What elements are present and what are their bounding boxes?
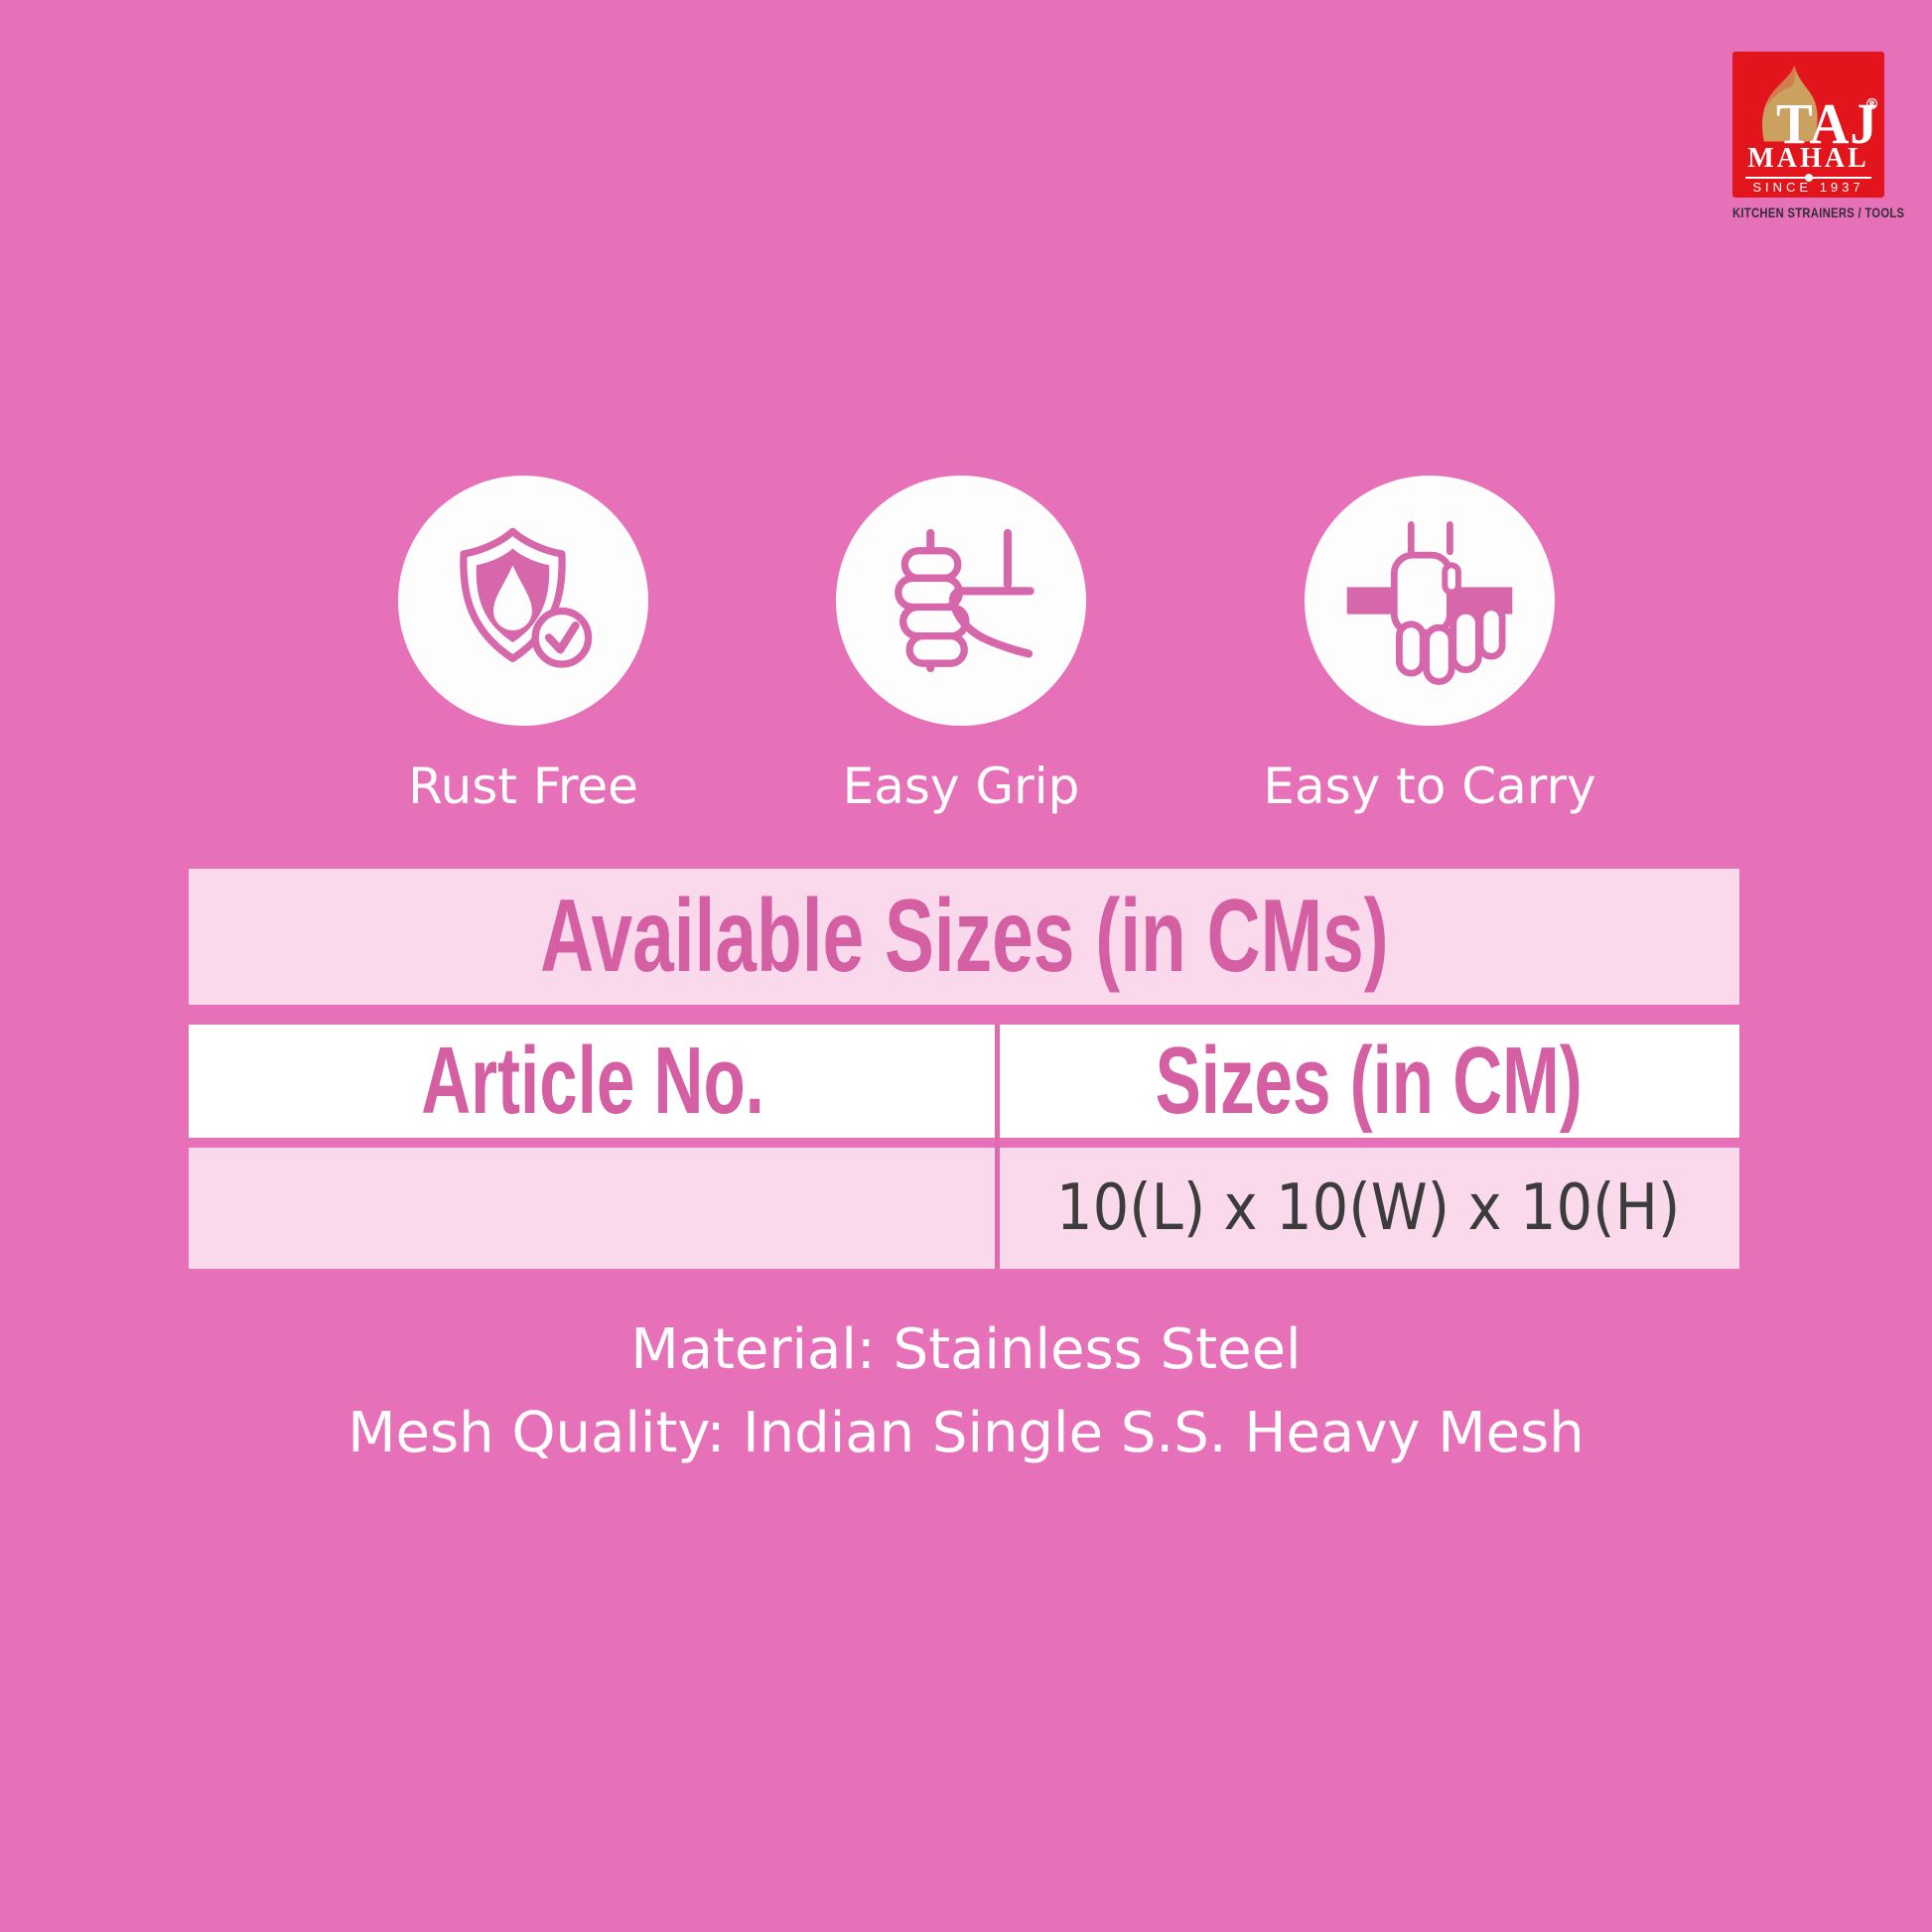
feature-easy-carry: Easy to Carry <box>1241 476 1618 814</box>
spec-text: Material: Stainless Steel Mesh Quality: … <box>0 1309 1932 1475</box>
material-spec: Material: Stainless Steel <box>630 1317 1302 1382</box>
feature-label: Easy Grip <box>842 758 1080 815</box>
rust-free-shield-icon <box>460 527 593 668</box>
brand-name-mahal: MAHAL <box>1747 143 1869 174</box>
feature-list: Rust Free Easy Grip <box>0 476 1932 814</box>
feature-rust-free: Rust Free <box>335 476 712 814</box>
table-title: Available Sizes (in CMs) <box>539 879 1389 994</box>
taj-mahal-logo-box: TAJ ® MAHAL SINCE 1937 <box>1732 52 1884 198</box>
table-title-band: Available Sizes (in CMs) <box>189 869 1739 1005</box>
brand-since-label: SINCE 1937 <box>1752 180 1864 195</box>
mesh-quality-spec: Mesh Quality: Indian Single S.S. Heavy M… <box>347 1401 1585 1465</box>
feature-circle <box>836 476 1086 726</box>
taj-dome-icon <box>1762 66 1818 142</box>
table-header-row: Article No. Sizes (in CM) <box>189 1025 1739 1138</box>
feature-circle <box>1305 476 1555 726</box>
registered-trademark: ® <box>1864 95 1879 113</box>
feature-label: Easy to Carry <box>1263 758 1596 815</box>
feature-easy-grip: Easy Grip <box>772 476 1150 814</box>
table-column-divider <box>995 1025 1000 1269</box>
sizes-table: Available Sizes (in CMs) Article No. Siz… <box>189 869 1739 1269</box>
easy-grip-icon <box>895 528 1035 673</box>
article-no-cell <box>189 1148 998 1269</box>
feature-circle <box>398 476 648 726</box>
size-cell: 10(L) x 10(W) x 10(H) <box>1056 1172 1681 1245</box>
brand-logo: TAJ ® MAHAL SINCE 1937 KITCHEN STRAINERS… <box>1732 52 1905 220</box>
logo-divider <box>1745 174 1871 182</box>
easy-carry-icon <box>1346 521 1513 685</box>
table-data-row: 10(L) x 10(W) x 10(H) <box>189 1148 1739 1269</box>
brand-tagline: KITCHEN STRAINERS / TOOLS <box>1732 205 1905 220</box>
column-header-sizes: Sizes (in CM) <box>1155 1028 1583 1134</box>
feature-label: Rust Free <box>408 758 638 815</box>
logo-divider-dot <box>1804 174 1813 182</box>
column-header-article-no: Article No. <box>421 1028 765 1134</box>
brand-name-taj: TAJ <box>1776 91 1878 156</box>
